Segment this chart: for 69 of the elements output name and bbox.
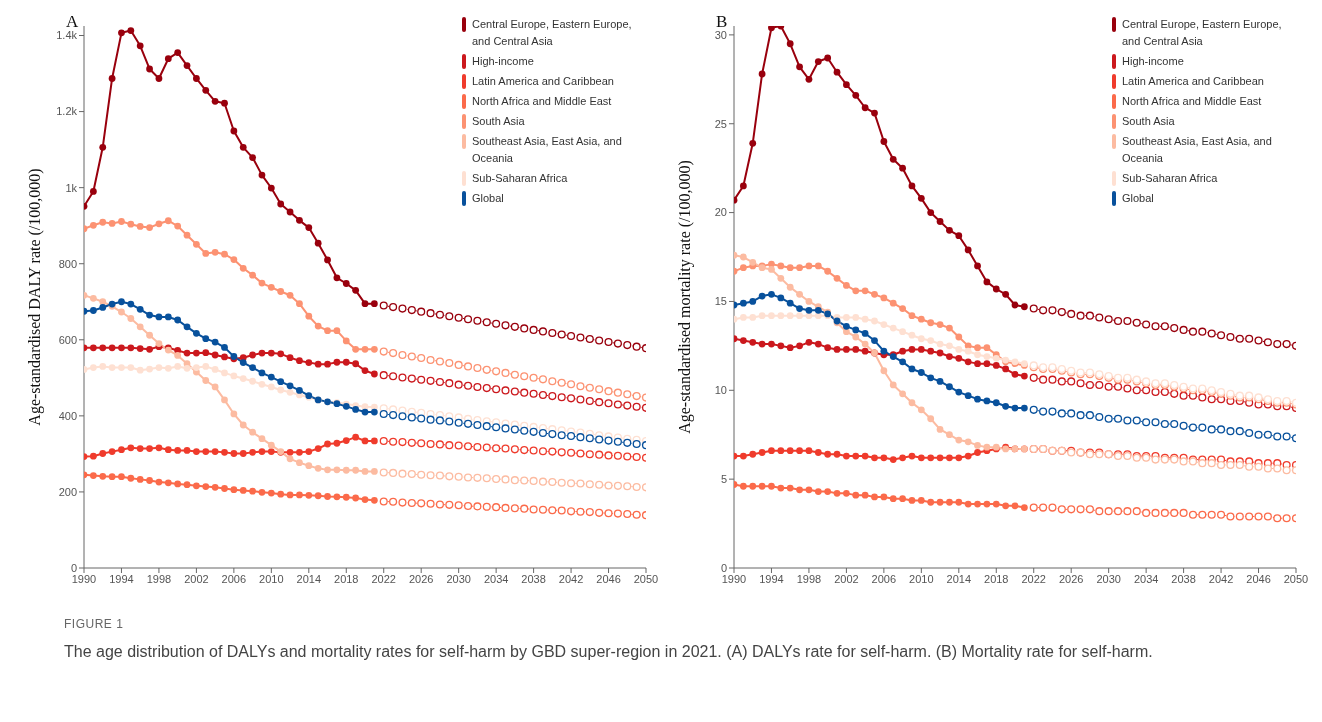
x-tick-label: 2014 (296, 572, 322, 585)
legend-label: South Asia (1122, 114, 1175, 129)
y-tick-label: 0 (720, 561, 727, 574)
x-tick-label: 2002 (184, 572, 209, 585)
legend-label: Central Europe, Eastern Europe, and Central Asia (472, 17, 633, 49)
x-tick-label: 2042 (1208, 572, 1234, 585)
x-tick-label: 2006 (871, 572, 897, 585)
x-tick-label: 2010 (909, 572, 934, 585)
x-tick-label: 2022 (371, 572, 396, 585)
legend-label: Sub-Saharan Africa (1122, 171, 1218, 186)
legend-label: Latin America and Caribbean (472, 74, 614, 89)
y-tick-label: 10 (714, 384, 727, 397)
x-tick-label: 2034 (1133, 572, 1159, 585)
x-tick-label: 2046 (596, 572, 621, 585)
legend-label: Central Europe, Eastern Europe, and Central Asia (1122, 17, 1283, 49)
x-tick-label: 2018 (334, 572, 359, 585)
y-tick-label: 30 (714, 28, 727, 41)
y-tick-label: 0 (70, 561, 77, 574)
chart-title: A (66, 12, 79, 31)
text: The age distribution of DALYs and mortality rates for self-harm by GBD super-region in 2021. (A) DALYs rate for self-harm. (B) Mortality rate for self-harm. (64, 642, 1154, 662)
y-tick-label: 20 (714, 206, 727, 219)
x-tick-label: 2050 (633, 572, 659, 585)
x-tick-label: 1998 (796, 572, 822, 585)
y-tick-label: 15 (714, 295, 727, 308)
y-tick-label: 1.4k (56, 29, 78, 42)
x-tick-label: 2010 (259, 572, 284, 585)
x-tick-label: 2042 (558, 572, 584, 585)
x-tick-label: 2030 (446, 572, 471, 585)
y-tick-label: 600 (58, 333, 77, 346)
x-tick-label: 1994 (759, 572, 784, 585)
x-tick-label: 2014 (946, 572, 972, 585)
x-tick-label: 2018 (984, 572, 1009, 585)
legend-label: Global (472, 191, 504, 206)
y-tick-label: 800 (58, 257, 77, 270)
x-tick-label: 2038 (1171, 572, 1196, 585)
x-tick-label: 2022 (1021, 572, 1046, 585)
x-tick-label: 1990 (71, 572, 97, 585)
legend-label: Sub-Saharan Africa (472, 171, 568, 186)
legend-label: North Africa and Middle East (1122, 94, 1262, 109)
x-tick-label: 2030 (1096, 572, 1121, 585)
x-tick-label: 2038 (521, 572, 546, 585)
x-tick-label: 2026 (1058, 572, 1084, 585)
x-tick-label: 2050 (1283, 572, 1309, 585)
legend-label: South Asia (472, 114, 525, 129)
x-tick-label: 2034 (483, 572, 509, 585)
caption: FIGURE 1 (64, 616, 125, 633)
x-tick-label: 2026 (408, 572, 434, 585)
y-tick-label: 1.2k (56, 105, 78, 118)
legend-label: High-income (1122, 54, 1184, 69)
x-tick-label: 1990 (721, 572, 747, 585)
legend-label: Global (1122, 191, 1154, 206)
y-tick-label: 5 (720, 473, 727, 486)
x-tick-label: 2046 (1246, 572, 1271, 585)
legend-label: Southeast Asia, East Asia, and Oceania (472, 134, 623, 166)
legend-label: Southeast Asia, East Asia, and Oceania (1122, 134, 1273, 166)
y-tick-label: 1k (65, 181, 78, 194)
chart-title: B (716, 12, 728, 31)
x-tick-label: 1994 (109, 572, 134, 585)
x-tick-label: 1998 (146, 572, 172, 585)
y-tick-label: 400 (58, 409, 77, 422)
x-tick-label: 2002 (834, 572, 859, 585)
legend-label: Latin America and Caribbean (1122, 74, 1264, 89)
y-tick-label: 200 (58, 485, 77, 498)
y-axis-title: Age-standardised DALY rate (/100,000) (25, 168, 44, 426)
y-tick-label: 25 (714, 117, 727, 130)
legend-label: North Africa and Middle East (472, 94, 612, 109)
x-tick-label: 2006 (221, 572, 247, 585)
y-axis-title: Age-standardised mortality rate (/100,000) (675, 160, 694, 434)
legend-label: High-income (472, 54, 534, 69)
